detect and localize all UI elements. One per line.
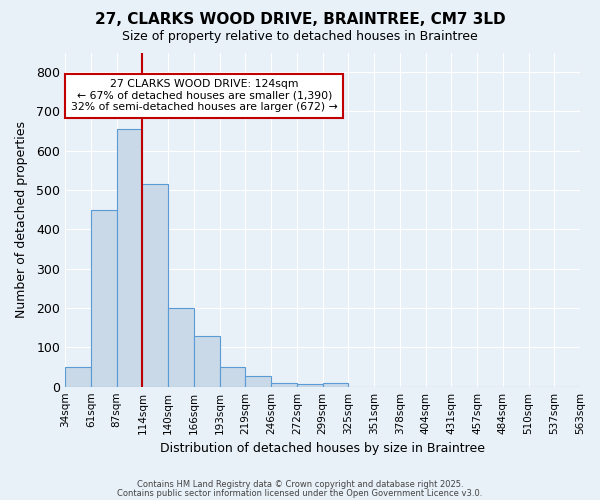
X-axis label: Distribution of detached houses by size in Braintree: Distribution of detached houses by size …: [160, 442, 485, 455]
Bar: [116, 129, 142, 386]
Bar: [65, 367, 91, 386]
Text: Contains public sector information licensed under the Open Government Licence v3: Contains public sector information licen…: [118, 489, 482, 498]
Bar: [271, 382, 297, 386]
Y-axis label: Number of detached properties: Number of detached properties: [15, 121, 28, 318]
Bar: [142, 184, 168, 386]
Bar: [297, 384, 323, 386]
Bar: [245, 376, 271, 386]
Text: 27 CLARKS WOOD DRIVE: 124sqm
← 67% of detached houses are smaller (1,390)
32% of: 27 CLARKS WOOD DRIVE: 124sqm ← 67% of de…: [71, 79, 338, 112]
Bar: [220, 367, 245, 386]
Text: Contains HM Land Registry data © Crown copyright and database right 2025.: Contains HM Land Registry data © Crown c…: [137, 480, 463, 489]
Text: Size of property relative to detached houses in Braintree: Size of property relative to detached ho…: [122, 30, 478, 43]
Bar: [323, 382, 349, 386]
Bar: [168, 308, 194, 386]
Text: 27, CLARKS WOOD DRIVE, BRAINTREE, CM7 3LD: 27, CLARKS WOOD DRIVE, BRAINTREE, CM7 3L…: [95, 12, 505, 28]
Bar: [194, 336, 220, 386]
Bar: [91, 210, 116, 386]
